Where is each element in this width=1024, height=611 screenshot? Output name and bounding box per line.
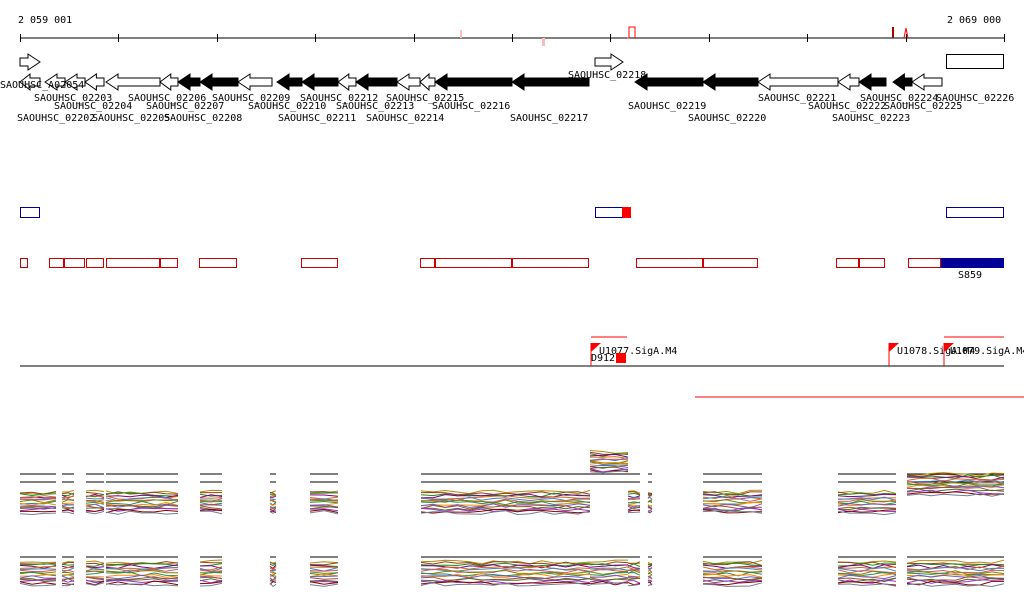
- gene-arrow[interactable]: [276, 73, 303, 91]
- red-feature-box: [20, 258, 28, 268]
- gene-arrow[interactable]: [511, 73, 590, 91]
- red-feature-box: [512, 258, 589, 268]
- gene-arrow[interactable]: [837, 73, 860, 91]
- red-feature-box: [420, 258, 435, 268]
- gene-arrow[interactable]: [159, 73, 179, 91]
- red-feature-block: [616, 353, 626, 363]
- gene-label-02219: SAOUHSC_02219: [628, 101, 706, 112]
- gene-label-02221: SAOUHSC_02221: [758, 93, 836, 104]
- gene-label-02205: SAOUHSC_02205: [92, 113, 170, 124]
- gene-label-02206: SAOUHSC_02206: [128, 93, 206, 104]
- gene-label-02204: SAOUHSC_02204: [54, 101, 132, 112]
- gene-label-02225: SAOUHSC_02225: [884, 101, 962, 112]
- red-feature-box: [199, 258, 237, 268]
- blue-filled-feature: [941, 258, 1004, 268]
- red-feature-box: [49, 258, 64, 268]
- gene-arrow[interactable]: [84, 73, 105, 91]
- gene-label-02203: SAOUHSC_02203: [34, 93, 112, 104]
- red-feature-box: [301, 258, 338, 268]
- red-feature-row: [20, 258, 941, 268]
- blue-feature-row: [20, 207, 1004, 218]
- gene-track: [19, 53, 1004, 92]
- red-feature-box: [86, 258, 104, 268]
- gene-arrow[interactable]: [757, 73, 839, 91]
- gene-label-02207: SAOUHSC_02207: [146, 101, 224, 112]
- gene-label-02209: SAOUHSC_02209: [212, 93, 290, 104]
- blue-feature-box: [946, 207, 1004, 218]
- gene-label-02216: SAOUHSC_02216: [432, 101, 510, 112]
- feature-label-S859: S859: [958, 270, 982, 281]
- tss-flag-icon: [889, 343, 899, 352]
- gene-label-02202: SAOUHSC_02202: [17, 113, 95, 124]
- gene-label-02217: SAOUHSC_02217: [510, 113, 588, 124]
- gene-label-02210: SAOUHSC_02210: [248, 101, 326, 112]
- tss-label-U1079: U1079.SigA.M4: [950, 346, 1024, 357]
- red-feature-box: [435, 258, 512, 268]
- gene-arrow[interactable]: [858, 73, 887, 91]
- tss-flag-icon: [944, 343, 954, 352]
- gene-arrow[interactable]: [355, 73, 398, 91]
- gene-arrow[interactable]: [301, 73, 339, 91]
- gene-arrow[interactable]: [911, 73, 943, 91]
- gene-arrow[interactable]: [396, 73, 421, 91]
- tss-flag-icon: [591, 343, 601, 352]
- gene-arrow[interactable]: [702, 73, 759, 91]
- ruler-end-label: 2 069 000: [947, 15, 1001, 26]
- coordinate-ruler: 2 059 001 2 069 000: [18, 15, 1005, 46]
- red-feature-box: [908, 258, 941, 268]
- gene-arrow[interactable]: [946, 54, 1004, 69]
- gene-arrow[interactable]: [594, 53, 624, 71]
- gene-label-02222: SAOUHSC_02222: [808, 101, 886, 112]
- red-feature-box: [64, 258, 85, 268]
- gene-label-02211: SAOUHSC_02211: [278, 113, 356, 124]
- red-feature-box: [859, 258, 885, 268]
- red-feature-box: [636, 258, 703, 268]
- gene-arrow[interactable]: [434, 73, 513, 91]
- feature-label-D912: D912: [591, 353, 615, 364]
- gene-label-02226: SAOUHSC_02226: [936, 93, 1014, 104]
- tss-label-U1078: U1078.SigA.M4: [897, 346, 975, 357]
- red-feature-box: [703, 258, 758, 268]
- gene-arrow[interactable]: [337, 73, 357, 91]
- gene-label-02213: SAOUHSC_02213: [336, 101, 414, 112]
- gene-label-02212: SAOUHSC_02212: [300, 93, 378, 104]
- gene-label-02215: SAOUHSC_02215: [386, 93, 464, 104]
- blue-feature-box: [595, 207, 623, 218]
- gene-arrow[interactable]: [19, 53, 41, 71]
- blue-feature-box: [20, 207, 40, 218]
- red-feature-box: [106, 258, 160, 268]
- gene-label-02214: SAOUHSC_02214: [366, 113, 444, 124]
- gene-arrow[interactable]: [892, 73, 913, 91]
- gene-arrow[interactable]: [237, 73, 273, 91]
- gene-arrow[interactable]: [19, 72, 41, 92]
- gene-arrow[interactable]: [177, 73, 201, 91]
- red-feature-box: [836, 258, 859, 268]
- gene-label-02223: SAOUHSC_02223: [832, 113, 910, 124]
- gene-labels: SAOUHSC_A02054 SAOUHSC_02202 SAOUHSC_022…: [0, 70, 1014, 124]
- gene-arrow[interactable]: [419, 72, 436, 92]
- gene-arrow[interactable]: [105, 73, 161, 91]
- tss-track: U1077.SigA.M4 D912 U1078.SigA.M4 U1079.S…: [20, 336, 1024, 398]
- ruler-start-label: 2 059 001: [18, 15, 72, 26]
- gene-label-02220: SAOUHSC_02220: [688, 113, 766, 124]
- red-feature-box: [160, 258, 178, 268]
- tss-label-U1077: U1077.SigA.M4: [599, 346, 677, 357]
- gene-label-02218: SAOUHSC_02218: [568, 70, 646, 81]
- gene-label-A02054: SAOUHSC_A02054: [0, 80, 84, 91]
- gene-label-02208: SAOUHSC_02208: [164, 113, 242, 124]
- expression-track-2: [19, 556, 1005, 588]
- red-feature-block: [622, 207, 631, 218]
- expression-track-1: [19, 450, 1005, 516]
- gene-arrow[interactable]: [199, 73, 239, 91]
- gene-label-02224: SAOUHSC_02224: [860, 93, 938, 104]
